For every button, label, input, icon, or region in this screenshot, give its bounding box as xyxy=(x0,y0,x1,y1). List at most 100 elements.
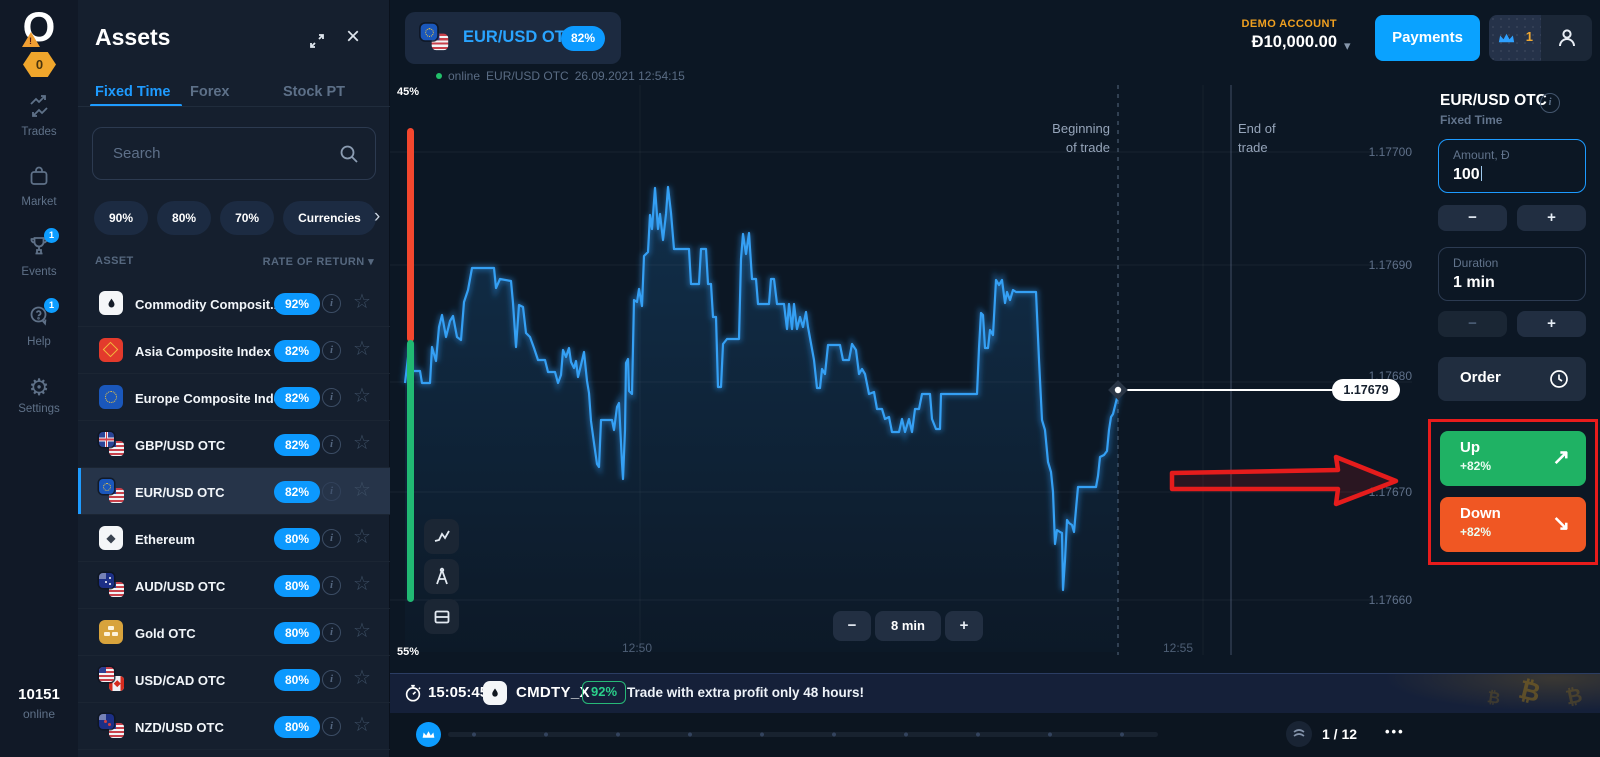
help-icon: 1 xyxy=(26,298,59,330)
chart-type-button[interactable] xyxy=(424,519,459,554)
asset-name: Commodity Composit... xyxy=(135,297,281,312)
price-axis-label: 1.17670 xyxy=(1368,485,1412,499)
info-icon[interactable]: i xyxy=(322,435,341,454)
asset-row-nzdusd[interactable]: NZD/USD OTC 80% i ☆ xyxy=(78,703,390,750)
sidebar-item-trades[interactable]: Trades xyxy=(0,94,78,138)
tab-stock-pt[interactable]: Stock PT xyxy=(283,84,346,100)
up-button[interactable]: Up +82% ↗ xyxy=(1440,431,1586,486)
chip-currencies[interactable]: Currencies xyxy=(283,201,376,235)
asset-row-audusd[interactable]: AUD/USD OTC 80% i ☆ xyxy=(78,562,390,609)
favorite-star-icon[interactable]: ☆ xyxy=(353,620,371,642)
order-label: Order xyxy=(1460,369,1501,386)
chevron-down-icon[interactable]: ▾ xyxy=(1344,38,1351,53)
close-icon[interactable]: × xyxy=(345,23,360,50)
promo-countdown: 15:05:45 xyxy=(428,684,489,701)
online-counter: 10151 online xyxy=(0,686,78,721)
amount-plus-button[interactable]: + xyxy=(1517,205,1586,231)
chip-80[interactable]: 80% xyxy=(157,201,212,235)
favorite-star-icon[interactable]: ☆ xyxy=(353,479,371,501)
active-symbol-tab[interactable]: EUR/USD OTC 82% xyxy=(405,12,621,64)
duration-field[interactable]: Duration 1 min xyxy=(1438,247,1586,301)
rate-badge: 80% xyxy=(274,575,320,597)
sidebar-item-events[interactable]: 1 Events xyxy=(0,228,78,278)
zoom-in-button[interactable]: + xyxy=(945,611,983,641)
layout-button[interactable] xyxy=(424,599,459,634)
amount-minus-button[interactable]: − xyxy=(1438,205,1507,231)
favorite-star-icon[interactable]: ☆ xyxy=(353,573,371,595)
favorite-star-icon[interactable]: ☆ xyxy=(353,432,371,454)
timeframe-value[interactable]: 8 min xyxy=(875,611,941,641)
amount-input[interactable]: 100 xyxy=(1453,166,1483,184)
search-input[interactable] xyxy=(111,129,331,178)
info-icon[interactable]: i xyxy=(1540,93,1560,113)
duration-plus-button[interactable]: + xyxy=(1517,311,1586,337)
asset-row-gold[interactable]: Gold OTC 80% i ☆ xyxy=(78,609,390,656)
tab-fixed-time[interactable]: Fixed Time xyxy=(95,84,171,100)
promo-ticker: CMDTY_X xyxy=(516,684,590,701)
info-icon[interactable]: i xyxy=(322,576,341,595)
account-switcher[interactable]: DEMO ACCOUNT Đ10,000.00 xyxy=(1180,18,1337,52)
sidebar-item-settings[interactable]: ⚙ Settings xyxy=(0,374,78,415)
chip-70[interactable]: 70% xyxy=(220,201,275,235)
info-icon[interactable]: i xyxy=(322,623,341,642)
pagination-counter: 1 / 12 xyxy=(1322,726,1358,742)
chips-scroll-chevron-icon[interactable]: › xyxy=(374,206,381,227)
order-button[interactable]: Order xyxy=(1438,357,1586,401)
rate-badge: 80% xyxy=(274,669,320,691)
duration-minus-button[interactable]: − xyxy=(1438,311,1507,337)
info-icon[interactable]: i xyxy=(322,717,341,736)
up-rate: +82% xyxy=(1460,459,1492,473)
favorite-star-icon[interactable]: ☆ xyxy=(353,714,371,736)
online-label: online xyxy=(22,707,56,721)
more-options-button[interactable]: ••• xyxy=(1385,724,1405,739)
asset-row-eurusd-selected[interactable]: EUR/USD OTC 82% i ☆ xyxy=(78,468,390,515)
asset-row-europe-composite[interactable]: Europe Composite Index 82% i ☆ xyxy=(78,374,390,421)
rate-badge: 82% xyxy=(274,340,320,362)
promo-nav-button[interactable] xyxy=(416,722,441,747)
info-icon[interactable]: i xyxy=(322,529,341,548)
amount-field[interactable]: Amount, Đ 100 xyxy=(1438,139,1586,193)
zoom-out-button[interactable]: − xyxy=(833,611,871,641)
bonus-button[interactable]: 1 xyxy=(1489,15,1541,61)
rate-badge: 82% xyxy=(274,434,320,456)
column-rate-of-return[interactable]: RATE OF RETURN ▾ xyxy=(262,256,374,268)
info-icon[interactable]: i xyxy=(322,294,341,313)
trade-symbol-title: EUR/USD OTC xyxy=(1440,92,1547,109)
time-axis-label: 12:50 xyxy=(621,641,653,655)
asset-row-commodity-composite[interactable]: Commodity Composit... 92% i ☆ xyxy=(78,280,390,327)
text-cursor xyxy=(1480,166,1483,181)
sidebar-item-help[interactable]: 1 Help xyxy=(0,298,78,348)
timeframe-control: − 8 min + xyxy=(833,611,983,641)
duration-label: Duration xyxy=(1453,256,1499,270)
sidebar-item-label: Help xyxy=(27,336,51,348)
favorite-star-icon[interactable]: ☆ xyxy=(353,667,371,689)
asset-row-ethereum[interactable]: ◆ Ethereum 80% i ☆ xyxy=(78,515,390,562)
chip-90[interactable]: 90% xyxy=(94,201,149,235)
promo-bar[interactable]: 15:05:45 CMDTY_X 92% Trade with extra pr… xyxy=(390,673,1600,713)
favorite-star-icon[interactable]: ☆ xyxy=(353,526,371,548)
drawing-tools-button[interactable] xyxy=(424,559,459,594)
favorite-star-icon[interactable]: ☆ xyxy=(353,338,371,360)
asset-row-gbpusd[interactable]: GBP/USD OTC 82% i ☆ xyxy=(78,421,390,468)
profile-button[interactable] xyxy=(1541,15,1592,61)
coin-balance-badge[interactable]: 0 xyxy=(23,52,56,77)
amount-label: Amount, Đ xyxy=(1453,148,1510,162)
info-icon[interactable]: i xyxy=(322,670,341,689)
down-button[interactable]: Down +82% ↘ xyxy=(1440,497,1586,552)
info-icon[interactable]: i xyxy=(322,341,341,360)
asset-row-asia-composite[interactable]: Asia Composite Index 82% i ☆ xyxy=(78,327,390,374)
info-icon[interactable]: i xyxy=(322,482,341,501)
favorite-star-icon[interactable]: ☆ xyxy=(353,291,371,313)
promo-timeline-slider[interactable] xyxy=(448,732,1158,737)
asset-row-usdcad[interactable]: USD/CAD OTC 80% i ☆ xyxy=(78,656,390,703)
tab-forex[interactable]: Forex xyxy=(190,84,230,100)
asset-list: Commodity Composit... 92% i ☆ Asia Compo… xyxy=(78,280,390,750)
gbpusd-flags-icon xyxy=(99,432,125,457)
sidebar-item-market[interactable]: Market xyxy=(0,164,78,208)
layers-icon[interactable] xyxy=(1286,721,1312,747)
collapse-icon[interactable] xyxy=(306,30,328,52)
payments-button[interactable]: Payments xyxy=(1375,15,1480,61)
favorite-star-icon[interactable]: ☆ xyxy=(353,385,371,407)
info-icon[interactable]: i xyxy=(322,388,341,407)
